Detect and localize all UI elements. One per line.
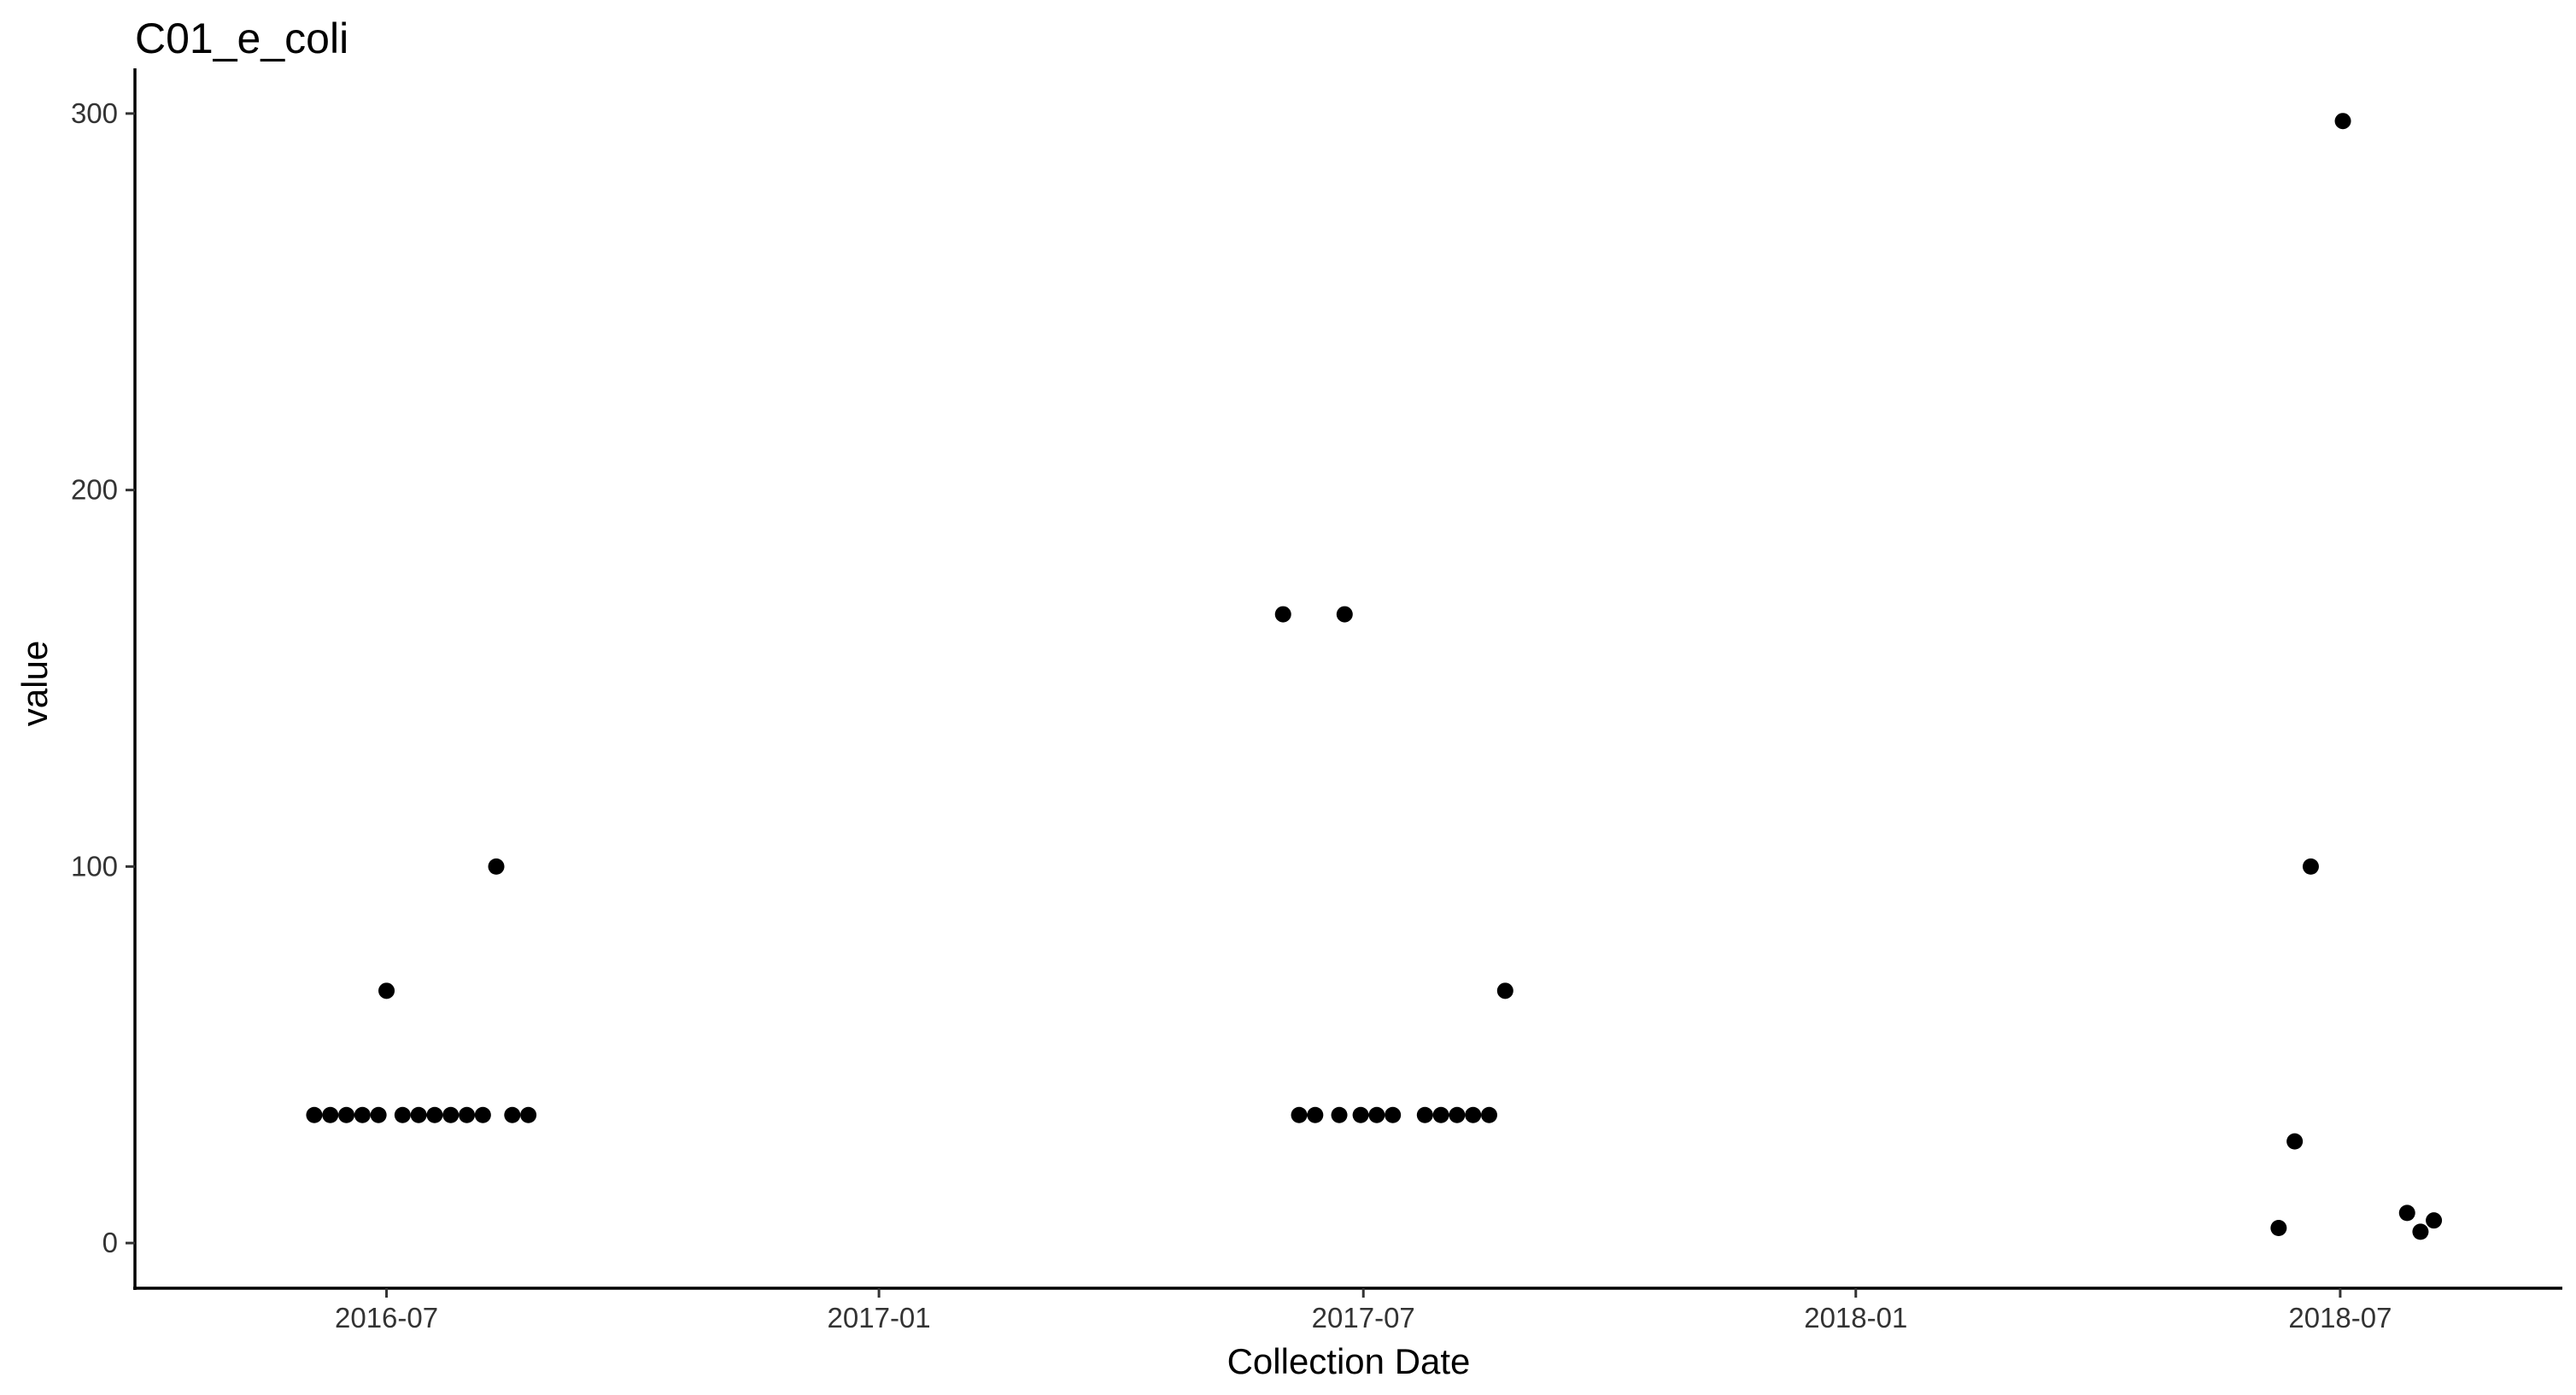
- data-point: [1449, 1106, 1466, 1123]
- data-point: [2302, 858, 2319, 875]
- data-point: [1291, 1106, 1308, 1123]
- data-point: [474, 1106, 491, 1123]
- data-point: [2412, 1223, 2429, 1240]
- data-point: [2270, 1219, 2287, 1236]
- data-point: [426, 1106, 443, 1123]
- data-point: [1368, 1106, 1385, 1123]
- data-point: [520, 1106, 537, 1123]
- data-point: [504, 1106, 521, 1123]
- data-point: [378, 982, 395, 999]
- x-tick-label: 2016-07: [335, 1302, 438, 1333]
- data-point: [1416, 1106, 1433, 1123]
- chart-title: C01_e_coli: [135, 15, 348, 62]
- data-point: [370, 1106, 387, 1123]
- x-ticks: 2016-07 2017-01 2017-07 2018-01 2018-07: [335, 1288, 2392, 1333]
- data-point: [2286, 1133, 2304, 1150]
- x-axis-title: Collection Date: [1227, 1341, 1471, 1381]
- data-point: [1336, 606, 1353, 623]
- y-axis-title: value: [15, 641, 55, 726]
- data-point: [459, 1106, 476, 1123]
- data-point: [306, 1106, 323, 1123]
- data-point: [1385, 1106, 1402, 1123]
- data-point: [1331, 1106, 1348, 1123]
- data-point: [1481, 1106, 1498, 1123]
- x-tick-label: 2018-01: [1804, 1302, 1907, 1333]
- data-point: [322, 1106, 339, 1123]
- data-points: [306, 113, 2443, 1240]
- data-point: [2398, 1205, 2415, 1222]
- x-tick-label: 2017-01: [828, 1302, 931, 1333]
- y-tick-label: 200: [71, 474, 118, 506]
- data-point: [2426, 1212, 2443, 1229]
- y-tick-label: 0: [102, 1227, 118, 1258]
- data-point: [1496, 982, 1513, 999]
- x-tick-label: 2018-07: [2288, 1302, 2392, 1333]
- data-point: [1432, 1106, 1449, 1123]
- data-point: [1465, 1106, 1482, 1123]
- data-point: [2334, 113, 2351, 130]
- data-point: [354, 1106, 371, 1123]
- data-point: [410, 1106, 427, 1123]
- x-tick-label: 2017-07: [1312, 1302, 1415, 1333]
- data-point: [1352, 1106, 1369, 1123]
- data-point: [338, 1106, 355, 1123]
- y-ticks: 0 100 200 300: [71, 97, 135, 1258]
- data-point: [394, 1106, 411, 1123]
- data-point: [1274, 606, 1291, 623]
- data-point: [1307, 1106, 1324, 1123]
- data-point: [442, 1106, 460, 1123]
- y-tick-label: 300: [71, 97, 118, 129]
- data-point: [488, 858, 505, 875]
- y-tick-label: 100: [71, 850, 118, 882]
